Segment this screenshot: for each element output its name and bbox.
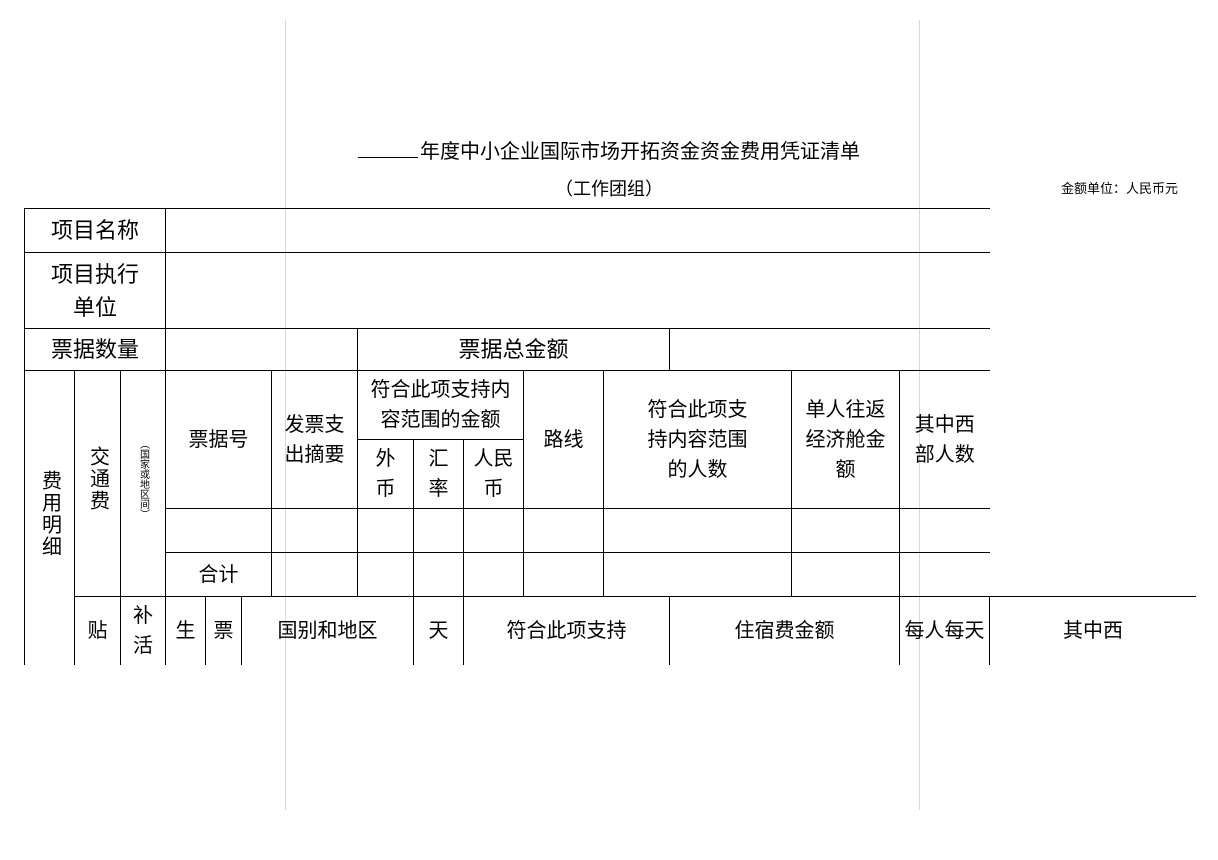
- cell-heji-route: [524, 553, 604, 597]
- label-piao: 票: [206, 597, 242, 666]
- label-country-region: 国别和地区: [242, 597, 414, 666]
- label-country-between: （国家或地区间）: [121, 371, 166, 597]
- cell-bill-count-value: [166, 329, 358, 371]
- label-bill-total: 票据总金额: [358, 329, 670, 371]
- label-per-person-day: 每人每天: [900, 597, 990, 666]
- label-route: 路线: [524, 371, 604, 509]
- cell-heji-rate: [414, 553, 464, 597]
- label-scope-support: 符合此项支持: [464, 597, 670, 666]
- label-project-name: 项目名称: [25, 209, 166, 253]
- label-bill-count: 票据数量: [25, 329, 166, 371]
- label-exchange-rate: 汇 率: [414, 440, 464, 509]
- label-people-scope: 符合此项支 持内容范围 的人数: [604, 371, 792, 509]
- cell-rmb-1: [464, 509, 524, 553]
- label-foreign-currency: 外 币: [358, 440, 414, 509]
- label-single-return: 单人往返 经济舱金 额: [792, 371, 900, 509]
- title-blank: [358, 157, 418, 158]
- label-invoice-summary: 发票支 出摘要: [272, 371, 358, 509]
- cell-heji-return: [792, 553, 900, 597]
- cell-heji-people: [604, 553, 792, 597]
- label-rmb: 人民 币: [464, 440, 524, 509]
- label-expense-detail: 费用明细: [25, 371, 75, 666]
- cell-summary-1: [272, 509, 358, 553]
- label-tie: 贴: [75, 597, 121, 666]
- label-west2: 其中西: [990, 597, 1197, 666]
- cell-west-1: [900, 509, 990, 553]
- label-buhuo: 补 活: [121, 597, 166, 666]
- label-transport-fee: 交通费: [75, 371, 121, 597]
- cell-project-name-value: [166, 209, 990, 253]
- cell-heji-west: [900, 553, 990, 597]
- cell-heji-rmb: [464, 553, 524, 597]
- title-row: 年度中小企业国际市场开拓资金资金费用凭证清单: [0, 135, 1218, 164]
- label-heji: 合计: [166, 553, 272, 597]
- label-day: 天: [414, 597, 464, 666]
- cell-heji-fc: [358, 553, 414, 597]
- cell-return-1: [792, 509, 900, 553]
- label-project-unit: 项目执行 单位: [25, 253, 166, 329]
- unit-label: 金额单位：人民币元: [1061, 178, 1178, 197]
- label-west-people: 其中西 部人数: [900, 371, 990, 509]
- project-unit-l2: 单位: [73, 295, 117, 320]
- main-table: 项目名称 项目执行 单位 票据数量 票据总金额 费用明细 交通费 （国家或地区间…: [24, 208, 1196, 665]
- title-text: 年度中小企业国际市场开拓资金资金费用凭证清单: [420, 141, 860, 163]
- cell-people-1: [604, 509, 792, 553]
- cell-heji-summary: [272, 553, 358, 597]
- cell-fc-1: [358, 509, 414, 553]
- label-lodging: 住宿费金额: [670, 597, 900, 666]
- cell-billno-1: [166, 509, 272, 553]
- cell-route-1: [524, 509, 604, 553]
- cell-bill-total-value: [670, 329, 990, 371]
- label-bill-no: 票据号: [166, 371, 272, 509]
- subtitle: （工作团组）: [0, 175, 1218, 201]
- cell-rate-1: [414, 509, 464, 553]
- label-amount-scope: 符合此项支持内 容范围的金额: [358, 371, 524, 440]
- cell-project-unit-value: [166, 253, 990, 329]
- project-unit-l1: 项目执行: [51, 262, 139, 287]
